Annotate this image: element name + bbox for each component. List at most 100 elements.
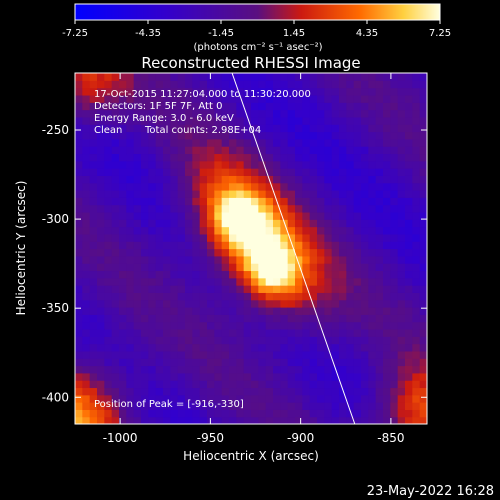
heatmap-cell [192,321,201,330]
heatmap-cell [221,350,230,359]
heatmap-cell [280,248,289,257]
heatmap-cell [170,248,179,257]
heatmap-cell [207,182,215,191]
heatmap-cell [397,365,406,374]
heatmap-cell [75,211,83,220]
heatmap-cell [75,190,83,198]
heatmap-cell [251,350,259,359]
heatmap-cell [339,153,347,162]
heatmap-cell [383,350,391,359]
heatmap-cell [405,102,413,111]
heatmap-cell [82,402,91,410]
heatmap-cell [119,380,127,389]
heatmap-cell [97,307,105,315]
heatmap-cell [126,153,135,162]
heatmap-cell [331,358,340,367]
heatmap-cell [236,380,245,389]
heatmap-cell [185,168,193,176]
heatmap-cell [287,73,296,81]
colorbar-tick-label: 7.25 [429,28,451,39]
heatmap-cell [119,343,127,352]
heatmap-cell [119,116,127,125]
heatmap-cell [258,138,267,147]
heatmap-cell [104,343,113,352]
heatmap-cell [273,343,281,352]
heatmap-cell [141,102,149,111]
heatmap-cell [383,336,391,345]
heatmap-cell [207,73,215,81]
heatmap-cell [75,109,83,118]
heatmap-cell [258,358,267,367]
heatmap-cell [375,307,384,315]
heatmap-cell [295,394,303,403]
heatmap-cell [346,73,355,81]
heatmap-cell [317,80,325,89]
heatmap-cell [339,138,347,147]
heatmap-cell [243,94,252,103]
heatmap-cell [346,211,355,220]
heatmap-cell [295,153,303,162]
heatmap-cell [309,394,318,403]
heatmap-cell [287,197,296,206]
heatmap-cell [317,182,325,191]
heatmap-cell [317,146,325,155]
heatmap-cell [221,73,230,81]
heatmap-cell [339,321,347,330]
heatmap-cell [405,241,413,250]
heatmap-cell [221,307,230,315]
heatmap-cell [419,358,427,367]
heatmap-cell [280,160,289,169]
heatmap-cell [221,387,230,396]
heatmap-cell [155,204,164,213]
heatmap-cell [405,285,413,293]
heatmap-cell [324,299,333,308]
heatmap-cell [236,87,245,96]
heatmap-cell [199,131,208,140]
heatmap-cell [75,343,83,352]
heatmap-cell [89,168,98,176]
heatmap-cell [126,73,135,81]
heatmap-cell [383,153,391,162]
heatmap-cell [368,358,377,367]
heatmap-cell [361,241,369,250]
heatmap-cell [111,263,120,272]
heatmap-cell [104,109,113,118]
heatmap-cell [236,168,245,176]
heatmap-cell [295,270,303,279]
heatmap-cell [339,219,347,228]
heatmap-cell [368,299,377,308]
heatmap-cell [163,409,171,418]
heatmap-cell [339,343,347,352]
heatmap-cell [185,394,193,403]
heatmap-cell [229,182,237,191]
heatmap-cell [192,153,201,162]
annotation-total-counts: Total counts: 2.98E+04 [144,125,261,136]
heatmap-cell [141,372,149,381]
heatmap-cell [273,328,281,337]
heatmap-cell [97,314,105,323]
heatmap-cell [207,241,215,250]
heatmap-cell [192,299,201,308]
heatmap-cell [390,292,399,301]
heatmap-cell [82,182,91,191]
heatmap-cell [265,138,274,147]
heatmap-cell [97,277,105,286]
heatmap-cell [302,175,311,184]
heatmap-cell [119,226,127,235]
heatmap-cell [390,190,399,198]
heatmap-cell [295,226,303,235]
heatmap-cell [75,270,83,279]
heatmap-cell [133,182,142,191]
heatmap-cell [295,197,303,206]
heatmap-cell [207,409,215,418]
heatmap-cell [412,241,421,250]
heatmap-cell [170,146,179,155]
heatmap-cell [148,270,157,279]
heatmap-cell [339,380,347,389]
heatmap-cell [353,328,362,337]
heatmap-cell [97,241,105,250]
heatmap-cell [287,175,296,184]
heatmap-cell [177,255,186,264]
heatmap-cell [214,160,223,169]
heatmap-cell [192,263,201,272]
